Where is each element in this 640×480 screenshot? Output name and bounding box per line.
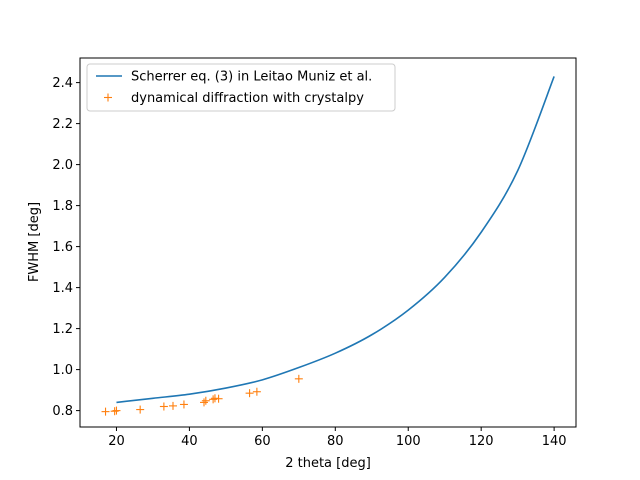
y-tick-label: 1.8 — [52, 199, 73, 214]
legend: Scherrer eq. (3) in Leitao Muniz et al. … — [86, 63, 396, 112]
data-point — [214, 394, 223, 403]
y-tick-label: 0.8 — [52, 404, 73, 419]
data-point — [110, 407, 119, 416]
data-point — [169, 401, 177, 410]
plot-area — [101, 76, 555, 416]
x-tick-label: 80 — [327, 434, 344, 449]
axes-frame — [79, 57, 577, 428]
data-point — [101, 407, 110, 416]
series-line-scherrer — [116, 76, 555, 404]
y-tick-label: 1.6 — [52, 240, 73, 255]
x-tick-label: 40 — [181, 434, 198, 449]
x-tick-label: 120 — [469, 434, 494, 449]
data-point — [112, 406, 121, 415]
data-point — [200, 398, 208, 407]
x-tick-label: 100 — [396, 434, 421, 449]
y-axis-title: FWHM [deg] — [27, 202, 42, 282]
x-tick-label: 140 — [542, 434, 567, 449]
data-point — [252, 387, 261, 396]
x-tick-label: 60 — [254, 434, 271, 449]
x-tick-label: 20 — [108, 434, 125, 449]
data-point — [209, 395, 218, 404]
data-point — [294, 374, 303, 383]
legend-marker — [104, 93, 112, 102]
data-point — [201, 396, 210, 405]
y-tick-label: 1.4 — [52, 281, 73, 296]
legend-label-scherrer: Scherrer eq. (3) in Leitao Muniz et al. — [131, 70, 372, 85]
y-tick-label: 2.4 — [52, 76, 73, 91]
data-point — [245, 389, 254, 398]
data-point — [136, 405, 145, 414]
x-axis-title: 2 theta [deg] — [285, 456, 371, 471]
x-axis: 20 40 60 80 100 120 140 — [108, 427, 567, 449]
legend-swatch-crystalpy — [104, 93, 112, 102]
y-tick-label: 2.2 — [52, 117, 73, 132]
legend-box — [86, 63, 396, 112]
y-axis: 0.8 1.0 1.2 1.4 1.6 1.8 2.0 2.2 2.4 — [52, 76, 80, 419]
y-tick-label: 2.0 — [52, 158, 73, 173]
data-point — [179, 400, 188, 409]
data-point — [159, 402, 168, 411]
y-tick-label: 1.0 — [52, 363, 73, 378]
legend-label-crystalpy: dynamical diffraction with crystalpy — [131, 91, 364, 106]
y-tick-label: 1.2 — [52, 322, 73, 337]
